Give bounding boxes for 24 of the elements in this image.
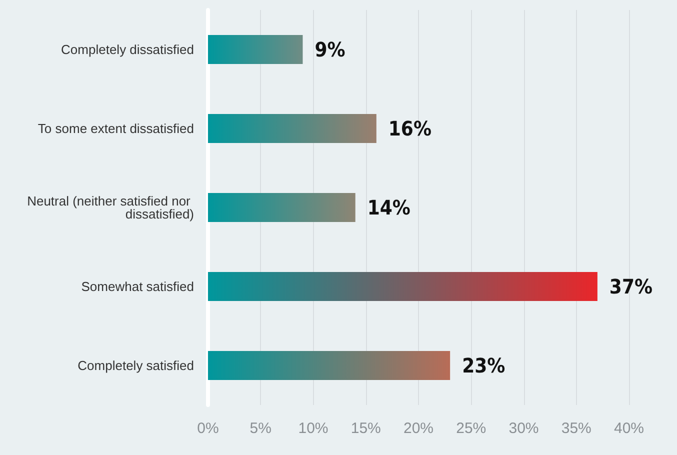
x-tick-label: 10% xyxy=(298,420,328,437)
x-tick-label: 35% xyxy=(561,420,592,437)
x-tick-label: 15% xyxy=(350,420,381,437)
data-label: 37% xyxy=(609,274,653,298)
x-tick-label: 25% xyxy=(456,420,486,437)
bar xyxy=(208,193,356,222)
x-tick-label: 0% xyxy=(197,420,219,437)
bar xyxy=(208,35,303,64)
y-tick-label: Completely satisfied xyxy=(78,358,194,373)
bar xyxy=(208,114,376,143)
y-tick-label: Completely dissatisfied xyxy=(61,42,194,57)
data-label: 23% xyxy=(462,354,506,378)
y-tick-label: Neutral (neither satisfied nor dissatisfied) xyxy=(27,194,194,222)
x-tick-label: 20% xyxy=(403,420,434,437)
y-tick-label: To some extent dissatisfied xyxy=(38,121,194,136)
data-label: 16% xyxy=(388,116,432,140)
x-tick-label: 5% xyxy=(250,420,272,437)
data-label: 14% xyxy=(367,196,410,220)
y-tick-label: Somewhat satisfied xyxy=(81,279,194,294)
bar xyxy=(208,351,450,380)
bar xyxy=(208,272,598,301)
data-label: 9% xyxy=(314,38,346,62)
x-tick-label: 40% xyxy=(614,420,644,437)
x-tick-label: 30% xyxy=(508,420,539,437)
